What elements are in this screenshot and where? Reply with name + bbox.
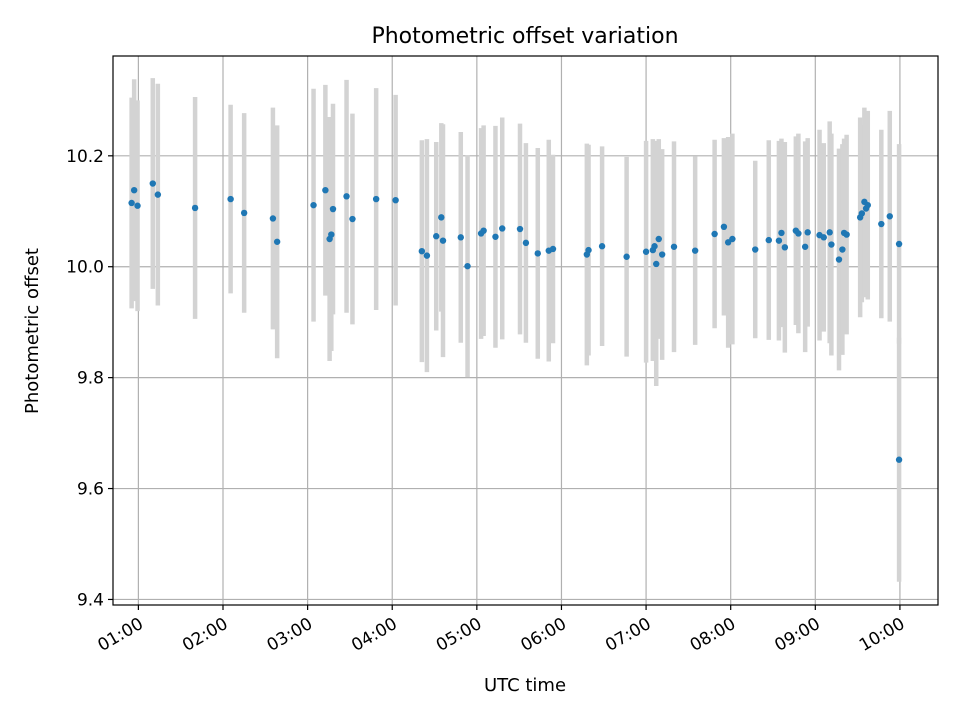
y-tick-label: 9.8 (77, 369, 104, 389)
data-point (349, 215, 356, 223)
data-point (433, 233, 440, 240)
data-point (835, 256, 843, 263)
data-point (623, 253, 630, 260)
data-point (752, 246, 759, 253)
data-point (343, 193, 350, 200)
data-point (765, 236, 772, 244)
data-point (329, 205, 337, 213)
data-point (843, 231, 850, 238)
data-point (154, 191, 162, 198)
data-point (775, 237, 783, 244)
data-point (499, 225, 506, 232)
y-axis-label: Photometric offset (22, 248, 43, 414)
data-point (886, 213, 893, 220)
data-point (642, 248, 650, 255)
data-point (480, 227, 487, 234)
data-point (839, 246, 846, 253)
data-point (464, 262, 471, 270)
data-point (439, 237, 447, 244)
data-point (598, 243, 606, 250)
data-point (273, 238, 281, 245)
data-point (858, 210, 866, 217)
y-tick-label: 9.4 (77, 590, 104, 610)
data-point (240, 209, 248, 217)
data-point (522, 239, 530, 247)
data-point (804, 229, 811, 236)
data-point (549, 245, 557, 253)
data-point (418, 248, 426, 255)
data-point (651, 243, 658, 250)
data-point (438, 214, 445, 221)
data-point (227, 195, 234, 203)
data-point (269, 215, 277, 222)
data-point (878, 220, 885, 228)
x-axis-label: UTC time (484, 675, 566, 696)
data-point (895, 240, 903, 248)
data-point (130, 187, 138, 194)
data-point (585, 246, 592, 254)
data-point (328, 231, 335, 238)
data-point (795, 230, 802, 237)
data-point (778, 229, 785, 237)
y-tick-label: 10.2 (66, 147, 104, 167)
data-point (720, 223, 728, 230)
chart-title: Photometric offset variation (371, 24, 678, 49)
data-point (729, 235, 736, 243)
data-point (801, 243, 809, 250)
data-point (310, 201, 317, 209)
data-point (655, 235, 662, 243)
data-point (128, 199, 135, 207)
data-point (828, 241, 835, 248)
data-point (372, 195, 380, 203)
data-point (534, 250, 541, 257)
data-point (134, 202, 141, 209)
y-tick-label: 9.6 (77, 480, 104, 500)
data-point (492, 233, 499, 240)
data-point (691, 247, 699, 254)
data-point (457, 234, 464, 241)
data-points (128, 180, 903, 463)
data-point (191, 204, 199, 212)
data-point (322, 187, 329, 194)
data-point (658, 251, 666, 258)
y-tick-label: 10.0 (66, 258, 104, 278)
data-point (392, 196, 399, 204)
data-point (516, 225, 524, 233)
data-point (423, 252, 431, 259)
data-point (864, 201, 871, 209)
data-point (149, 180, 156, 187)
data-point (895, 456, 903, 463)
plot-frame (112, 55, 939, 606)
data-point (711, 230, 718, 238)
data-point (820, 234, 827, 241)
data-point (781, 244, 789, 251)
data-point (670, 243, 678, 250)
data-point (826, 229, 833, 236)
data-point (653, 260, 660, 268)
